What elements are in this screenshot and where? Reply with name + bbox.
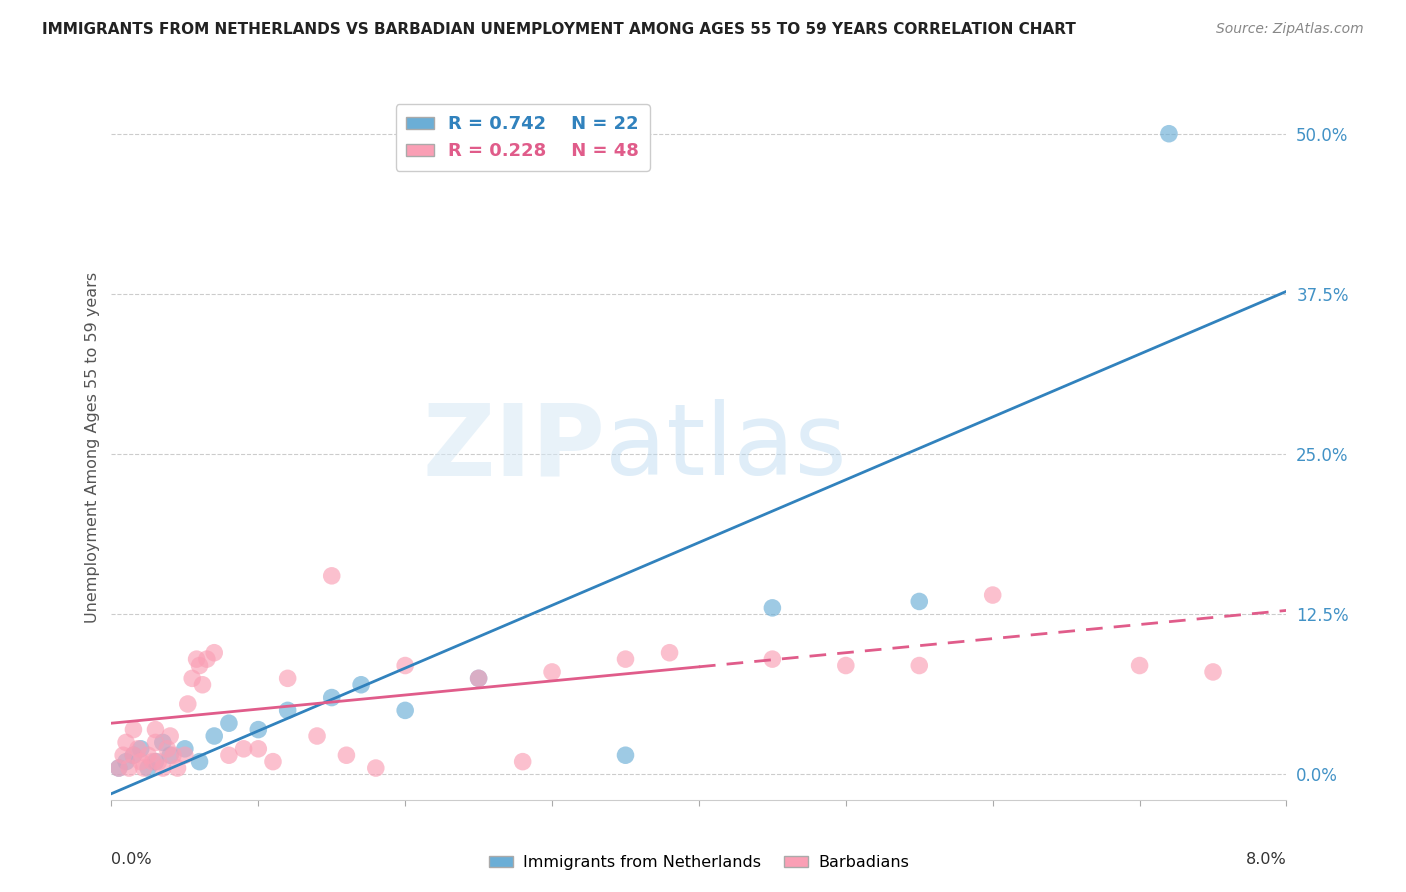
Point (364, 761, 387, 775)
Point (188, 755, 211, 769)
Text: 8.0%: 8.0% (1246, 852, 1286, 867)
Point (129, 741, 152, 756)
Point (107, 761, 129, 775)
Point (152, 735, 174, 749)
Point (467, 671, 489, 685)
Point (262, 755, 284, 769)
Point (152, 761, 174, 775)
Point (761, 600, 783, 615)
Point (321, 569, 343, 583)
Point (191, 678, 214, 692)
Point (136, 748, 159, 763)
Point (162, 748, 184, 763)
Point (177, 697, 200, 711)
Point (107, 761, 129, 775)
Point (148, 755, 170, 769)
Point (122, 723, 145, 737)
Point (908, 658, 931, 673)
Point (218, 716, 240, 731)
Point (247, 723, 270, 737)
Y-axis label: Unemployment Among Ages 55 to 59 years: Unemployment Among Ages 55 to 59 years (86, 272, 100, 624)
Point (467, 671, 489, 685)
Point (145, 755, 167, 769)
Point (112, 748, 135, 763)
Point (136, 761, 159, 775)
Point (141, 755, 163, 769)
Point (350, 678, 373, 692)
Point (186, 652, 208, 666)
Point (145, 735, 167, 749)
Point (188, 658, 211, 673)
Text: Source: ZipAtlas.com: Source: ZipAtlas.com (1216, 22, 1364, 37)
Text: IMMIGRANTS FROM NETHERLANDS VS BARBADIAN UNEMPLOYMENT AMONG AGES 55 TO 59 YEARS : IMMIGRANTS FROM NETHERLANDS VS BARBADIAN… (42, 22, 1076, 37)
Point (277, 671, 299, 685)
Point (166, 761, 188, 775)
Point (159, 729, 181, 743)
Point (173, 741, 195, 756)
Point (173, 748, 195, 763)
Point (181, 671, 204, 685)
Point (132, 761, 155, 775)
Point (202, 646, 225, 660)
Point (127, 741, 149, 756)
Point (195, 652, 218, 666)
Point (232, 741, 254, 756)
Point (115, 755, 138, 769)
Point (218, 748, 240, 763)
Point (394, 658, 416, 673)
Point (658, 646, 681, 660)
Text: 0.0%: 0.0% (111, 852, 152, 867)
Point (394, 703, 416, 717)
Point (1129, 658, 1152, 673)
Point (247, 741, 270, 756)
Point (512, 755, 534, 769)
Legend: Immigrants from Netherlands, Barbadians: Immigrants from Netherlands, Barbadians (482, 849, 915, 877)
Point (129, 755, 152, 769)
Point (145, 723, 167, 737)
Point (1157, 127, 1180, 141)
Point (835, 658, 858, 673)
Point (1202, 665, 1225, 679)
Point (761, 652, 783, 666)
Point (321, 690, 343, 705)
Point (305, 729, 328, 743)
Point (118, 761, 141, 775)
Point (541, 665, 564, 679)
Text: ZIP: ZIP (422, 400, 605, 496)
Point (122, 748, 145, 763)
Point (122, 748, 145, 763)
Point (981, 588, 1004, 602)
Point (159, 748, 181, 763)
Text: atlas: atlas (605, 400, 846, 496)
Point (908, 594, 931, 608)
Point (614, 652, 637, 666)
Point (202, 729, 225, 743)
Point (614, 748, 637, 763)
Point (156, 741, 179, 756)
Point (277, 703, 299, 717)
Point (115, 735, 138, 749)
Point (335, 748, 357, 763)
